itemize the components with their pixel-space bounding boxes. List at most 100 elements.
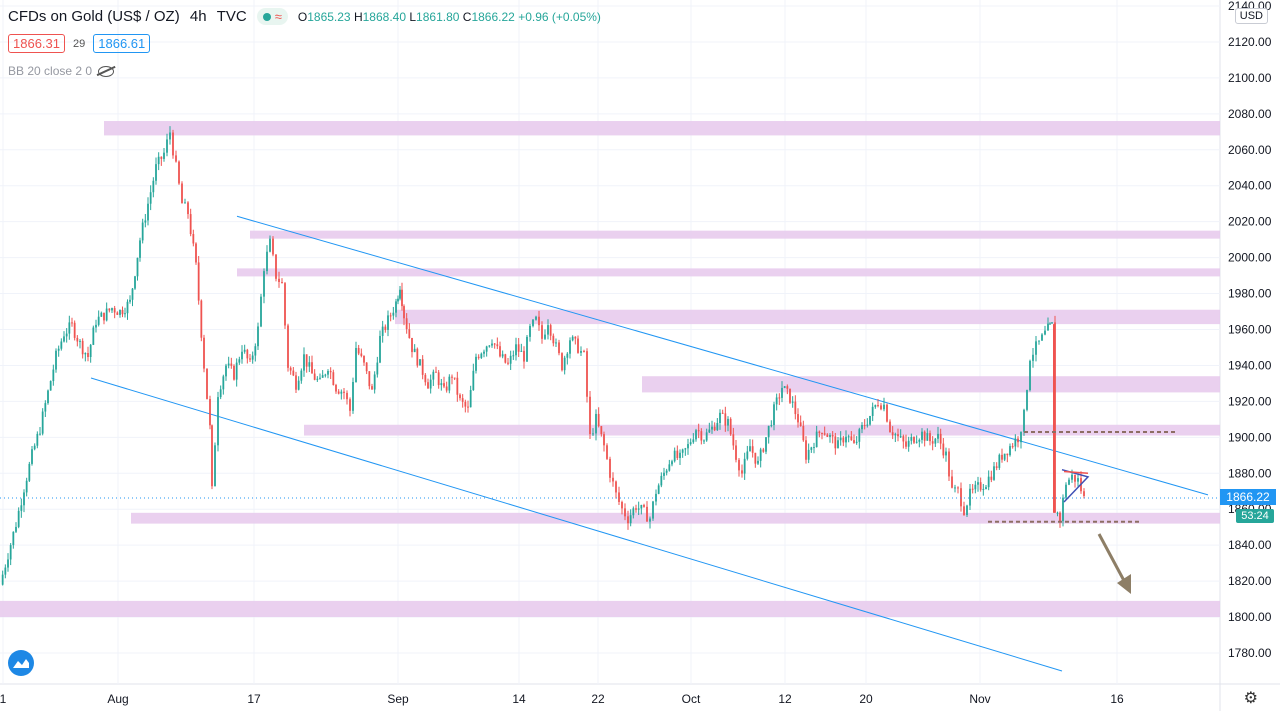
candle-body [668,464,671,471]
candle-body [987,476,990,488]
candle-body [794,401,797,415]
candle-body [891,432,894,436]
candle-body [687,444,689,449]
candle-body [230,363,233,366]
countdown-tag: 53:24 [1236,509,1274,523]
candle-body [20,505,23,511]
candle-body [759,449,762,461]
candle-body [427,382,429,389]
candle-body [136,257,139,277]
candle-body [73,322,76,338]
market-status-pill[interactable]: ≈ [256,8,288,25]
candle-body [493,343,496,345]
candle-body [92,327,95,345]
candle-body [79,340,81,342]
candle-body [1001,454,1003,460]
candle-body [324,374,327,376]
candle-body [829,435,831,437]
buy-button[interactable]: 1866.61 [93,34,151,53]
candle-body [923,431,926,441]
candle-body [886,404,888,422]
eye-hidden-icon[interactable] [98,65,115,77]
candle-body [121,309,124,315]
candle-body [971,488,974,490]
candle-body [31,449,33,464]
gear-icon[interactable]: ⚙ [1243,690,1258,707]
close-value: 1866.22 [471,9,515,24]
candle-body [1044,330,1046,335]
candle-body [657,485,660,494]
candle-body [76,337,79,342]
candle-body [1029,360,1031,391]
candle-body [160,156,163,159]
candle-body [287,325,289,368]
candle-body [1032,354,1034,361]
indicator-legend[interactable]: BB 20 close 2 0 [8,64,115,78]
y-tick-label: 2060.00 [1228,143,1272,157]
y-tick-label: 1840.00 [1228,538,1272,552]
candle-body [44,403,47,412]
candle-body [275,254,277,279]
candle-body [1023,409,1025,432]
candle-body [499,346,501,357]
candle-body [134,276,136,289]
candle-body [181,183,183,204]
candle-body [448,376,451,391]
tradingview-logo-icon[interactable] [8,650,34,676]
candle-body [592,433,594,435]
sell-button[interactable]: 1866.31 [8,34,65,53]
candle-body [807,449,810,460]
candle-body [1035,341,1037,355]
candle-body [119,309,121,315]
candle-body [440,383,443,386]
candle-body [401,289,403,307]
candle-body [243,349,246,352]
currency-badge[interactable]: USD [1234,8,1268,24]
candle-body [635,508,637,510]
candle-body [535,316,537,320]
x-tick-label: Nov [969,692,990,706]
symbol-title[interactable]: CFDs on Gold (US$ / OZ) 4h TVC [8,8,247,25]
candle-body [496,344,499,347]
candle-body [381,326,384,336]
candle-body [251,355,254,360]
sr-zone [250,230,1220,239]
candle-body [799,422,802,427]
candle-body [532,319,534,326]
candle-body [526,336,528,362]
triangle-top [1063,470,1089,475]
candle-body [389,315,392,317]
candle-body [4,567,7,575]
candle-body [416,348,419,366]
candle-body [266,251,268,272]
candle-body [437,372,440,386]
candle-body [660,475,663,486]
high-label: H [353,9,363,24]
candle-body [791,401,794,403]
candle-body [977,482,979,485]
candle-body [214,445,216,487]
price-axis[interactable]: 2140.002120.002100.002080.002060.002040.… [1228,0,1272,660]
time-axis[interactable]: 1 Aug 17 Sep 14 22 Oct 12 20 Nov 16 [0,692,1124,706]
x-tick-label: Aug [107,692,128,706]
candle-body [1041,334,1043,341]
candle-body [327,371,329,375]
candle-body [583,350,585,352]
candle-body [187,202,189,215]
candle-body [235,362,238,380]
candle-body [233,365,235,380]
candle-body [1011,446,1014,448]
candle-body [329,371,332,373]
y-tick-label: 1940.00 [1228,358,1272,372]
candle-body [939,433,942,444]
candle-body [866,424,869,426]
candle-body [355,347,357,382]
candle-body [445,386,448,391]
candle-body [97,316,100,325]
candle-body [695,430,697,440]
candle-body [802,426,805,441]
symbol-name: CFDs on Gold (US$ / OZ) [8,8,180,25]
candle-body [871,406,874,416]
candle-body [313,373,316,380]
